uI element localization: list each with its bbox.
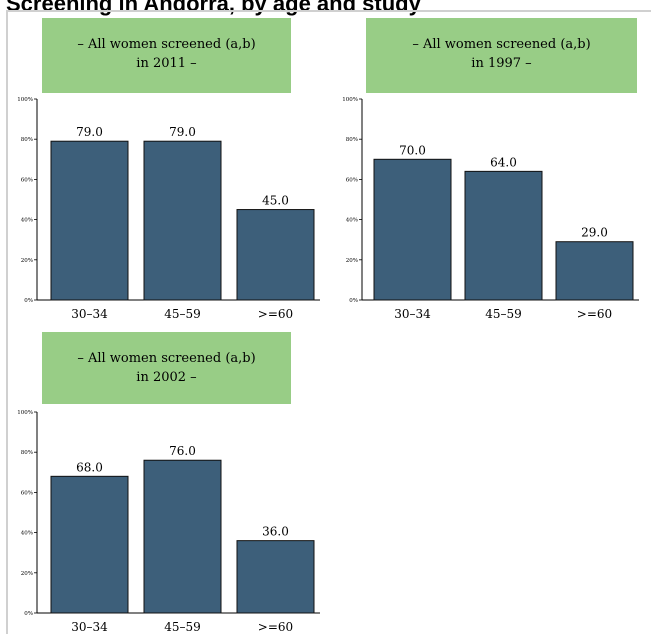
bar (236, 540, 315, 614)
x-tick-label: 45–59 (164, 620, 201, 634)
y-tick-label: 80% (21, 137, 33, 143)
x-tick-label: 30–34 (71, 307, 108, 321)
y-tick-label: 20% (21, 571, 33, 577)
x-tick-label: 45–59 (164, 307, 201, 321)
data-label: 76.0 (169, 444, 196, 458)
panel-header (42, 18, 291, 93)
data-label: 45.0 (262, 194, 289, 208)
data-label: 29.0 (581, 226, 608, 240)
x-tick-label: 30–34 (71, 620, 108, 634)
chart-frame (6, 10, 651, 634)
x-tick-label: 45–59 (485, 307, 522, 321)
y-tick-label: 100% (342, 97, 358, 103)
y-tick-label: 0% (349, 298, 358, 304)
panel-title-line: – All women screened (a,b) (77, 351, 255, 366)
data-label: 79.0 (76, 125, 103, 139)
x-tick-label: >=60 (258, 620, 293, 634)
bar (236, 209, 315, 301)
x-tick-label: >=60 (577, 307, 612, 321)
bar (555, 241, 634, 301)
y-tick-label: 60% (346, 177, 358, 183)
panel-title-line: – All women screened (a,b) (412, 37, 590, 52)
y-tick-label: 20% (346, 258, 358, 264)
bar (50, 140, 129, 301)
page-title: Screening in Andorra, by age and study (6, 0, 421, 16)
data-label: 36.0 (262, 525, 289, 539)
y-tick-label: 80% (21, 450, 33, 456)
panel-header (42, 332, 291, 404)
y-tick-label: 40% (21, 531, 33, 537)
y-tick-label: 40% (346, 218, 358, 224)
bar (373, 158, 452, 301)
y-tick-label: 0% (24, 298, 33, 304)
x-tick-label: >=60 (258, 307, 293, 321)
data-label: 79.0 (169, 125, 196, 139)
y-tick-label: 60% (21, 490, 33, 496)
chart-panel-2: – All women screened (a,b) in 1997 – 0% 20%… (342, 18, 639, 321)
y-tick-label: 80% (346, 137, 358, 143)
y-tick-label: 60% (21, 177, 33, 183)
bar (143, 140, 222, 301)
y-tick-label: 20% (21, 258, 33, 264)
bar (464, 170, 543, 301)
data-label: 64.0 (490, 155, 517, 169)
panel-header (366, 18, 637, 93)
panel-title-line: in 2011 – (136, 56, 196, 71)
x-tick-label: 30–34 (394, 307, 431, 321)
y-tick-label: 40% (21, 218, 33, 224)
y-tick-label: 100% (17, 97, 33, 103)
chart-panel-3: – All women screened (a,b) in 2002 – 0% 20%… (17, 332, 320, 634)
data-label: 68.0 (76, 460, 103, 474)
panel-title-line: in 2002 – (136, 370, 196, 385)
y-tick-label: 100% (17, 410, 33, 416)
panel-title-line: – All women screened (a,b) (77, 37, 255, 52)
y-tick-label: 0% (24, 611, 33, 617)
chart-panel-1: – All women screened (a,b) in 2011 – 0% 20%… (17, 18, 320, 321)
panel-title-line: in 1997 – (471, 56, 531, 71)
data-label: 70.0 (399, 143, 426, 157)
bar (50, 475, 129, 614)
bar (143, 459, 222, 614)
